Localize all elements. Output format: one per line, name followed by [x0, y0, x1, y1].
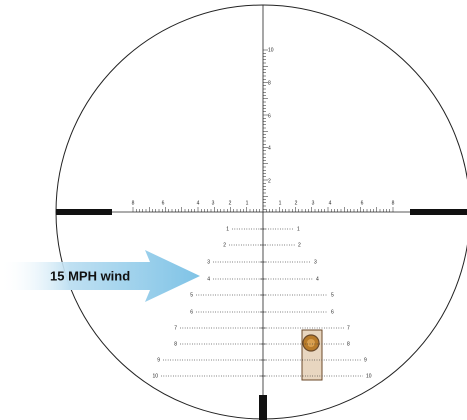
wind-label: 15 MPH wind	[50, 268, 130, 283]
holdover-left-label: 2	[223, 242, 226, 248]
holdover-right-label: 5	[331, 292, 334, 298]
holdover-left-label: 6	[190, 309, 193, 315]
v-scale-label: 6	[268, 113, 271, 119]
h-scale-label: 1	[279, 200, 282, 206]
holdover-left-label: 8	[174, 341, 177, 347]
h-scale-label: 2	[295, 200, 298, 206]
h-scale-label: 8	[392, 200, 395, 206]
h-scale-label: 4	[329, 200, 332, 206]
h-scale-label: 1	[246, 200, 249, 206]
holdover-right-label: 3	[314, 259, 317, 265]
h-scale-label: 4	[197, 200, 200, 206]
v-scale-label: 2	[268, 178, 271, 184]
holdover-left-label: 5	[190, 292, 193, 298]
left-post	[56, 209, 112, 215]
holdover-left-label: 7	[174, 325, 177, 331]
holdover-right-label: 9	[364, 357, 367, 363]
holdover-right-label: 10	[366, 373, 372, 379]
h-scale-label: 8	[132, 200, 135, 206]
h-scale-label: 6	[361, 200, 364, 206]
holdover-right-label: 7	[347, 325, 350, 331]
holdover-left-label: 3	[207, 259, 210, 265]
holdover-left-label: 9	[157, 357, 160, 363]
holdover-left-label: 1	[226, 226, 229, 232]
v-scale-label: 4	[268, 145, 271, 151]
h-scale-label: 3	[212, 200, 215, 206]
holdover-right-label: 4	[316, 276, 319, 282]
right-post	[410, 209, 467, 215]
holdover-right-label: 1	[297, 226, 300, 232]
holdover-left-label: 10	[152, 373, 158, 379]
v-scale-label: 10	[268, 47, 274, 53]
bullet-core	[307, 339, 315, 347]
bottom-post	[259, 395, 267, 420]
h-scale-label: 6	[162, 200, 165, 206]
holdover-right-label: 6	[331, 309, 334, 315]
holdover-right-label: 8	[347, 341, 350, 347]
holdover-right-label: 2	[298, 242, 301, 248]
h-scale-label: 2	[229, 200, 232, 206]
v-scale-label: 8	[268, 80, 271, 86]
wind-arrow	[0, 250, 200, 302]
holdover-left-label: 4	[207, 276, 210, 282]
h-scale-label: 3	[312, 200, 315, 206]
